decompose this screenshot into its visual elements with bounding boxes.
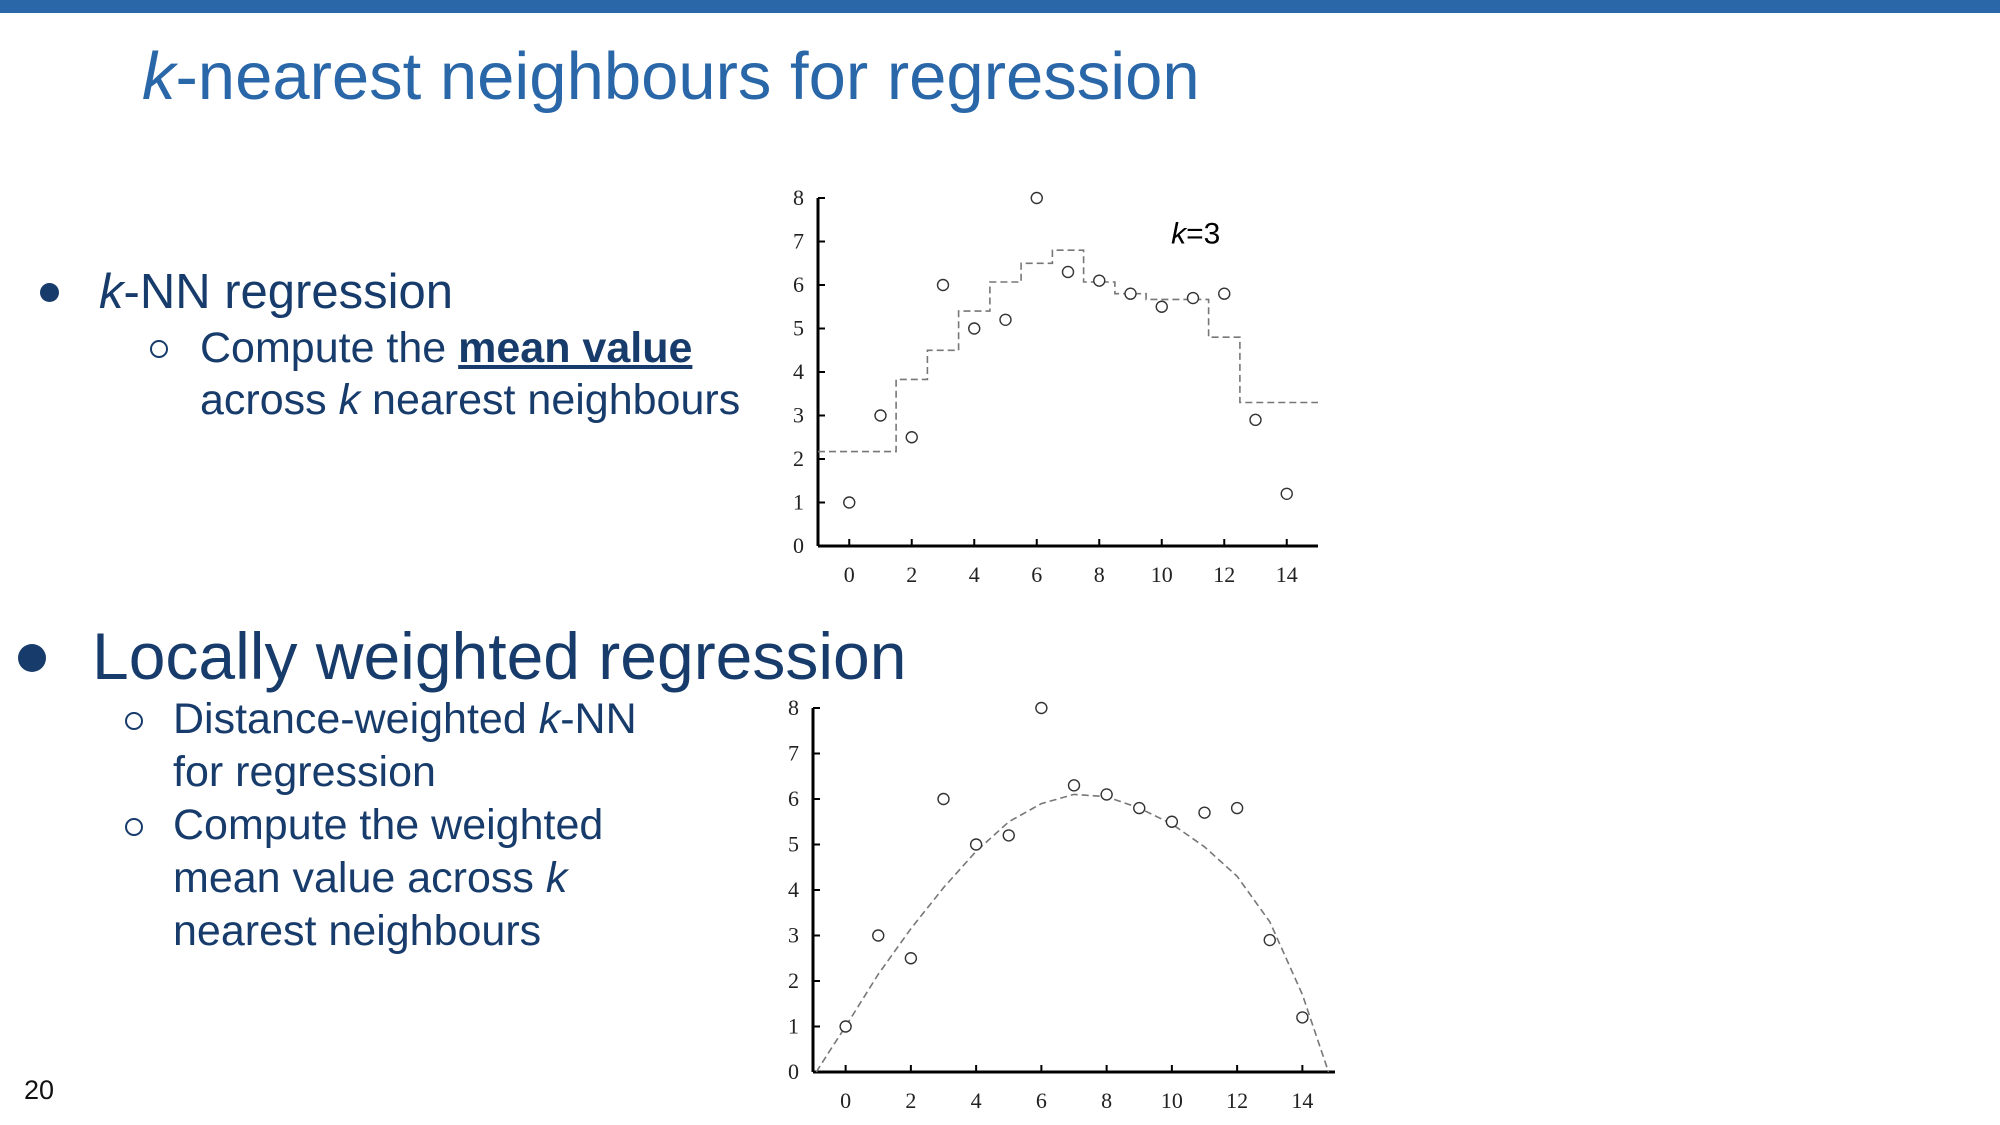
data-point [1061, 265, 1075, 279]
y-tick-label: 4 [788, 877, 799, 902]
y-tick-label: 5 [793, 316, 804, 341]
x-tick-label: 10 [1151, 562, 1173, 587]
sub-bullet-mean-value: Compute the mean value across k nearest … [150, 322, 740, 427]
x-tick-label: 0 [840, 1088, 851, 1113]
data-point [937, 792, 950, 806]
k-annotation-k: k [1171, 218, 1188, 251]
data-point [969, 838, 983, 851]
x-tick-label: 10 [1161, 1088, 1183, 1113]
data-point [1030, 191, 1043, 205]
data-point [1218, 287, 1231, 300]
x-tick-label: 8 [1094, 562, 1105, 587]
data-point [936, 278, 950, 292]
data-point [1093, 274, 1106, 287]
x-tick-label: 6 [1031, 562, 1042, 587]
bullet-locally-weighted-regression: Locally weighted regression [18, 617, 906, 696]
y-tick-label: 4 [793, 359, 804, 384]
data-point [1296, 1011, 1309, 1024]
x-tick-label: 4 [971, 1088, 982, 1113]
x-tick-label: 14 [1291, 1088, 1313, 1113]
y-tick-label: 1 [788, 1014, 799, 1039]
y-tick-label: 0 [788, 1059, 799, 1084]
data-point [1263, 933, 1276, 947]
data-point [999, 313, 1012, 327]
y-tick-label: 5 [788, 832, 799, 857]
data-point [904, 952, 918, 965]
x-tick-label: 12 [1226, 1088, 1248, 1113]
data-point [968, 322, 981, 335]
bullet-dot-icon [40, 282, 59, 302]
top-accent-bar [0, 0, 2000, 13]
bullet-ring-icon [125, 817, 143, 836]
y-tick-label: 6 [788, 786, 799, 811]
y-tick-label: 2 [793, 446, 804, 471]
data-point [905, 431, 918, 444]
bullet-knn-regression: k-NN regression [40, 263, 453, 322]
k-annotation: k=3 [1171, 218, 1220, 251]
data-point [1124, 287, 1137, 300]
x-tick-label: 2 [906, 562, 917, 587]
lwr-curve-fit-line [815, 793, 1330, 1073]
y-tick-label: 7 [788, 741, 799, 766]
y-tick-label: 2 [788, 968, 799, 993]
data-point [1067, 779, 1081, 792]
y-tick-label: 3 [793, 403, 804, 428]
data-point [1133, 801, 1146, 815]
data-point [839, 1020, 852, 1033]
bullet-dot-icon [18, 643, 46, 672]
x-tick-label: 0 [844, 562, 855, 587]
bullet-ring-icon [125, 712, 143, 730]
x-tick-label: 6 [1036, 1088, 1047, 1113]
data-point [1280, 487, 1293, 500]
x-tick-label: 12 [1213, 562, 1235, 587]
data-point [1035, 701, 1048, 715]
y-tick-label: 3 [788, 923, 799, 948]
y-tick-label: 1 [793, 490, 804, 515]
data-point [1002, 829, 1015, 842]
data-point [874, 409, 887, 422]
knn-step-fit-line [818, 249, 1318, 453]
data-point [1198, 806, 1211, 819]
y-tick-label: 6 [793, 272, 804, 297]
sub-bullets-lwr: Distance-weighted k-NN for regression Co… [125, 693, 637, 957]
data-point [1155, 300, 1168, 313]
page-number: 20 [24, 1075, 55, 1105]
bullet-ring-icon [150, 340, 168, 358]
x-tick-label: 14 [1276, 562, 1298, 587]
y-tick-label: 8 [793, 185, 804, 210]
k-annotation-value: =3 [1186, 218, 1220, 251]
data-point [843, 496, 856, 509]
data-point [872, 929, 885, 942]
x-tick-label: 8 [1101, 1088, 1112, 1113]
x-tick-label: 2 [905, 1088, 916, 1113]
mean-value-emphasis: mean value [458, 324, 693, 372]
y-tick-label: 0 [793, 533, 804, 558]
data-point [1186, 291, 1200, 305]
y-tick-label: 7 [793, 229, 804, 254]
data-point [1249, 413, 1262, 427]
data-point [1230, 801, 1244, 815]
y-tick-label: 8 [788, 695, 799, 720]
x-tick-label: 4 [969, 562, 980, 587]
data-point [1100, 788, 1113, 801]
slide-title: k-nearest neighbours for regression [142, 39, 1200, 114]
data-point [1165, 815, 1179, 828]
